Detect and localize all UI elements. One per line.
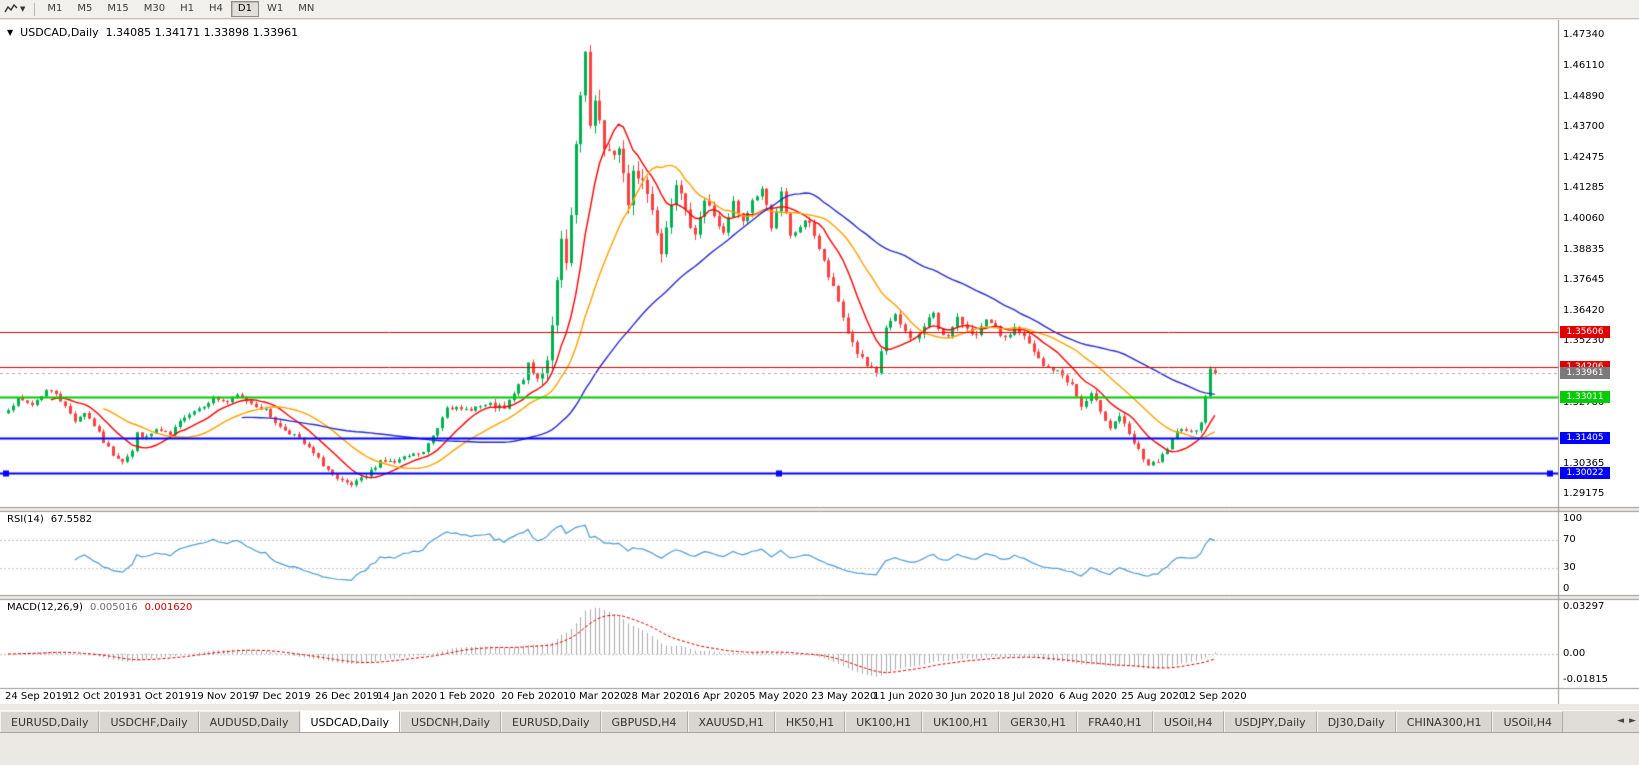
macd-name-label: MACD(12,26,9) (7, 602, 83, 613)
price-scale-label: 1.42475 (1563, 151, 1605, 163)
timeframe-button-w1[interactable]: W1 (266, 3, 284, 14)
chart-tab-dj30-daily[interactable]: DJ30,Daily (1316, 711, 1396, 732)
timeframe-button-m30[interactable]: M30 (143, 3, 166, 14)
chart-tab-ger30-h1[interactable]: GER30,H1 (999, 711, 1078, 732)
macd-main-value: 0.005016 (89, 602, 138, 613)
chart-type-icon[interactable] (4, 3, 18, 15)
chart-tab-bar: EURUSD,Daily USDCHF,Daily AUDUSD,Daily USDC… (0, 710, 1639, 733)
current-price-badge: 1.33961 (1560, 367, 1610, 379)
date-axis-label: 25 Aug 2020 (1121, 691, 1186, 702)
date-axis-label: 18 Jul 2020 (997, 691, 1054, 702)
chart-ohlc-label: 1.34085 1.34171 1.33898 1.33961 (105, 26, 299, 39)
date-axis-label: 31 Oct 2019 (129, 691, 191, 702)
rsi-name-label: RSI(14) (7, 514, 44, 525)
date-axis-label: 24 Sep 2019 (5, 691, 69, 702)
date-axis-label: 12 Sep 2020 (1183, 691, 1247, 702)
macd-scale-label: 0.03297 (1563, 600, 1605, 612)
timeframe-button-d1[interactable]: D1 (230, 1, 259, 17)
price-line-badge-1.33011: 1.33011 (1560, 391, 1610, 403)
chart-tab-eurusd-daily[interactable]: EURUSD,Daily (501, 711, 601, 732)
price-scale-label: 1.47340 (1563, 28, 1605, 40)
chart-menu-icon[interactable]: ▼ (7, 28, 14, 37)
date-axis-label: 16 Apr 2020 (687, 691, 749, 702)
chart-tab-gbpusd-h4[interactable]: GBPUSD,H4 (600, 711, 688, 732)
chart-type-dropdown-icon[interactable]: ▼ (20, 5, 26, 13)
timeframe-button-m1[interactable]: M1 (47, 3, 63, 14)
rsi-indicator-label: RSI(14) 67.5582 (7, 514, 92, 525)
price-scale-label: 1.36420 (1563, 305, 1605, 317)
chart-symbol-label: USDCAD,Daily (20, 26, 99, 39)
chart-tab-uk100-h1[interactable]: UK100,H1 (845, 711, 923, 732)
date-axis-label: 1 Feb 2020 (439, 691, 495, 702)
price-line-badge-1.31405: 1.31405 (1560, 432, 1610, 444)
chart-tab-eurusd-daily[interactable]: EURUSD,Daily (0, 711, 100, 732)
chart-tab-usdcad-daily[interactable]: USDCAD,Daily (299, 711, 401, 732)
rsi-value-label: 67.5582 (50, 514, 93, 525)
price-scale-label: 1.35230 (1563, 335, 1605, 347)
date-axis-label: 12 Oct 2019 (67, 691, 129, 702)
toolbar-separator (34, 2, 36, 16)
chart-tab-hk50-h1[interactable]: HK50,H1 (774, 711, 846, 732)
date-axis-label: 26 Dec 2019 (315, 691, 379, 702)
chart-tab-usoil-h4[interactable]: USOil,H4 (1492, 711, 1564, 732)
price-scale-label: 1.29175 (1563, 488, 1605, 500)
chart-tabs: EURUSD,Daily USDCHF,Daily AUDUSD,Daily USDC… (0, 711, 1608, 732)
date-axis-label: 6 Aug 2020 (1059, 691, 1117, 702)
chart-tab-xauusd-h1[interactable]: XAUUSD,H1 (687, 711, 775, 732)
date-axis-label: 28 Mar 2020 (625, 691, 689, 702)
price-scale-label: 1.41285 (1563, 182, 1605, 193)
macd-signal-value: 0.001620 (144, 602, 193, 613)
rsi-scale-label: 100 (1563, 513, 1583, 524)
chart-tab-usdjpy-daily[interactable]: USDJPY,Daily (1223, 711, 1317, 732)
chart-tab-china300-h1[interactable]: CHINA300,H1 (1395, 711, 1493, 732)
macd-scale-label: 0.00 (1563, 648, 1586, 659)
price-scale-label: 1.30365 (1563, 458, 1605, 470)
price-chart-canvas[interactable] (0, 20, 1639, 704)
macd-scale-label: -0.01815 (1563, 673, 1608, 685)
date-axis-label: 14 Jan 2020 (377, 691, 437, 702)
chart-window: ▼ USDCAD,Daily 1.34085 1.34171 1.33898 1… (0, 20, 1639, 704)
price-scale-label: 1.38835 (1563, 243, 1605, 255)
toolbar: ▼ M1 M5 M15 M30 H1 H4 D1 W1 MN (0, 0, 1639, 19)
tab-scroll-arrows: ◄ ► (1617, 716, 1636, 726)
rsi-scale-label: 70 (1563, 534, 1576, 545)
chart-title: ▼ USDCAD,Daily 1.34085 1.34171 1.33898 1… (7, 26, 298, 39)
date-axis-label: 5 May 2020 (749, 691, 808, 702)
price-scale-label: 1.43700 (1563, 120, 1605, 132)
timeframe-buttons: M1 M5 M15 M30 H1 H4 D1 W1 MN (40, 1, 321, 17)
timeframe-button-m5[interactable]: M5 (77, 3, 93, 14)
date-axis-label: 30 Jun 2020 (935, 691, 996, 702)
macd-indicator-label: MACD(12,26,9) 0.005016 0.001620 (7, 602, 192, 613)
timeframe-button-h4[interactable]: H4 (209, 3, 223, 14)
timeframe-button-mn[interactable]: MN (298, 3, 315, 14)
date-axis-label: 10 Mar 2020 (563, 691, 627, 702)
timeframe-button-h1[interactable]: H1 (180, 3, 194, 14)
chart-tab-audusd-daily[interactable]: AUDUSD,Daily (198, 711, 300, 732)
price-scale-label: 1.37645 (1563, 274, 1605, 286)
tabs-scroll-right-icon[interactable]: ► (1629, 716, 1636, 726)
chart-tab-fra40-h1[interactable]: FRA40,H1 (1077, 711, 1153, 732)
date-axis-label: 20 Feb 2020 (501, 691, 564, 702)
timeframe-button-m15[interactable]: M15 (107, 3, 129, 14)
chart-tab-usoil-h4[interactable]: USOil,H4 (1152, 711, 1224, 732)
price-line-badge-1.30022: 1.30022 (1560, 467, 1610, 479)
date-axis-label: 7 Dec 2019 (253, 691, 311, 702)
price-line-badge-1.35606: 1.35606 (1560, 326, 1610, 338)
price-scale-label: 1.46110 (1563, 59, 1605, 71)
date-axis-label: 23 May 2020 (811, 691, 877, 702)
date-axis-label: 11 Jun 2020 (873, 691, 934, 702)
chart-tab-uk100-h1[interactable]: UK100,H1 (922, 711, 1000, 732)
chart-tab-usdchf-daily[interactable]: USDCHF,Daily (99, 711, 199, 732)
rsi-scale-label: 0 (1563, 583, 1570, 594)
price-scale-label: 1.44890 (1563, 90, 1605, 102)
price-scale-label: 1.40060 (1563, 212, 1605, 224)
rsi-scale-label: 30 (1563, 562, 1576, 573)
tabs-scroll-left-icon[interactable]: ◄ (1617, 716, 1625, 726)
date-axis-label: 19 Nov 2019 (191, 691, 256, 702)
chart-tab-usdcnh-daily[interactable]: USDCNH,Daily (400, 711, 502, 732)
